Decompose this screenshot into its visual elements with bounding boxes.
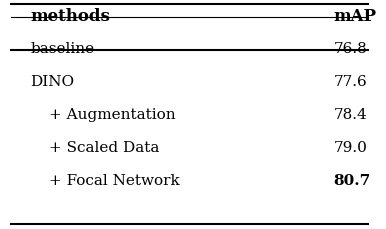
Text: + Scaled Data: + Scaled Data bbox=[49, 140, 160, 154]
Text: 79.0: 79.0 bbox=[334, 140, 367, 154]
Text: 76.8: 76.8 bbox=[334, 42, 367, 56]
Text: 77.6: 77.6 bbox=[334, 75, 367, 89]
Text: + Focal Network: + Focal Network bbox=[49, 173, 180, 187]
Text: 78.4: 78.4 bbox=[334, 108, 367, 121]
Text: 80.7: 80.7 bbox=[334, 173, 371, 187]
Text: methods: methods bbox=[30, 8, 110, 25]
Text: DINO: DINO bbox=[30, 75, 74, 89]
Text: baseline: baseline bbox=[30, 42, 95, 56]
Text: mAP: mAP bbox=[334, 8, 376, 25]
Text: + Augmentation: + Augmentation bbox=[49, 108, 176, 121]
